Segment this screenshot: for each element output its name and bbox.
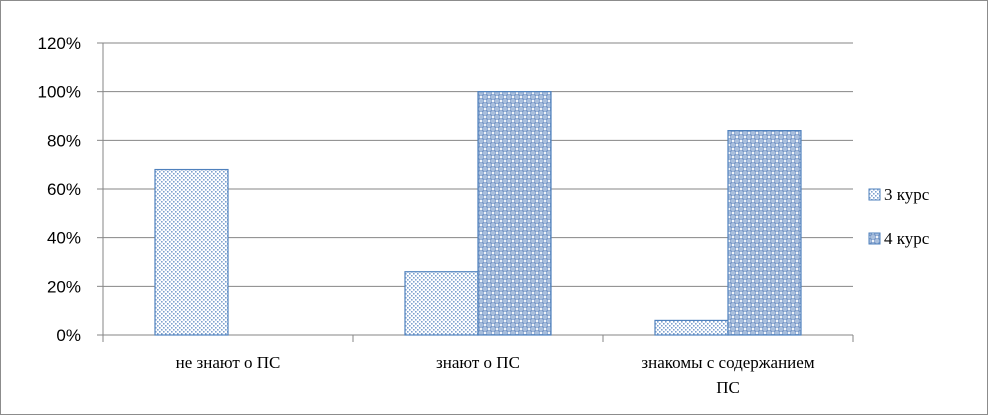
y-tick-label: 60% xyxy=(47,180,81,199)
y-tick-label: 80% xyxy=(47,131,81,150)
x-category-label: знают о ПС xyxy=(436,353,520,372)
legend: 3 курс 4 курс xyxy=(868,185,930,248)
axis-labels: 0% 20% 40% 60% 80% 100% 120% не знают о ПС знают… xyxy=(38,34,815,397)
bars xyxy=(154,91,802,336)
x-category-label: знакомы с содержанием ПС xyxy=(641,353,814,397)
y-tick-label: 20% xyxy=(47,277,81,296)
legend-label: 4 курс xyxy=(884,229,930,248)
bar-1-3 xyxy=(654,319,729,336)
y-tick-label: 0% xyxy=(56,326,81,345)
bar-1-2 xyxy=(404,271,479,336)
y-tick-label: 120% xyxy=(38,34,81,53)
legend-swatch xyxy=(868,232,881,245)
legend-swatch xyxy=(868,188,881,201)
y-tick-label: 40% xyxy=(47,229,81,248)
y-tick-label: 100% xyxy=(38,83,81,102)
bar-1-1 xyxy=(154,168,229,336)
bar-2-2 xyxy=(477,91,552,336)
bar-2-3 xyxy=(727,130,802,336)
x-category-label: не знают о ПС xyxy=(176,353,281,372)
legend-label: 3 курс xyxy=(884,185,930,204)
